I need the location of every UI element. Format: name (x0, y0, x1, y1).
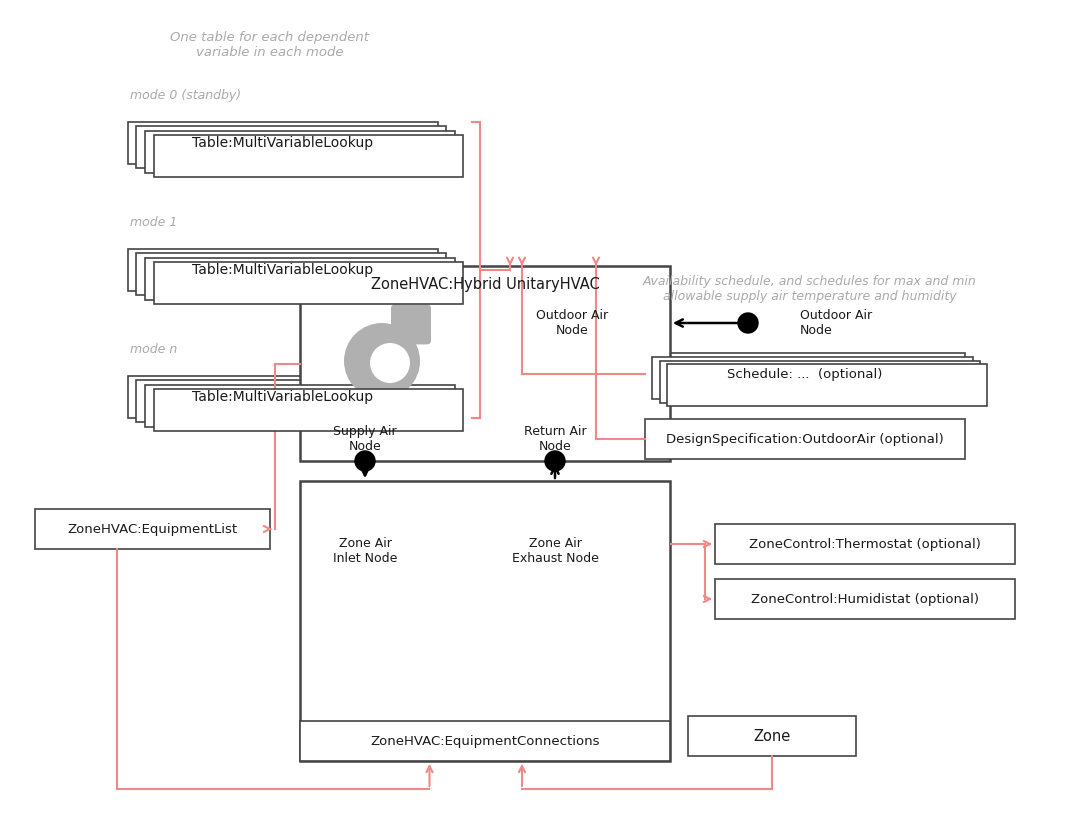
Circle shape (738, 313, 758, 333)
Bar (145, 384, 455, 426)
Text: Schedule: ...  (optional): Schedule: ... (optional) (728, 368, 883, 380)
Bar (715, 579, 1015, 619)
Bar (667, 365, 988, 406)
Text: ZoneHVAC:EquipmentConnections: ZoneHVAC:EquipmentConnections (370, 735, 600, 747)
Text: Outdoor Air
Node: Outdoor Air Node (536, 309, 608, 337)
Text: Zone: Zone (754, 728, 791, 744)
Bar (715, 524, 1015, 564)
Bar (300, 266, 670, 461)
Bar (660, 360, 980, 402)
Bar (136, 126, 446, 168)
Bar (145, 258, 455, 300)
Text: Zone Air
Inlet Node: Zone Air Inlet Node (332, 537, 397, 565)
Bar (300, 721, 670, 761)
Bar (128, 249, 438, 291)
Circle shape (355, 451, 375, 471)
Bar (154, 135, 464, 177)
Text: mode 1: mode 1 (130, 216, 178, 229)
Text: mode 0 (standby): mode 0 (standby) (130, 89, 242, 102)
Circle shape (370, 343, 410, 383)
Text: Supply Air
Node: Supply Air Node (334, 425, 396, 453)
Text: Outdoor Air
Node: Outdoor Air Node (800, 309, 872, 337)
Bar (154, 389, 464, 431)
Text: ZoneHVAC:Hybrid UnitaryHVAC: ZoneHVAC:Hybrid UnitaryHVAC (370, 277, 599, 291)
Text: Table:MultiVariableLookup: Table:MultiVariableLookup (193, 136, 374, 150)
Bar (645, 353, 965, 395)
Bar (136, 380, 446, 422)
Text: Return Air
Node: Return Air Node (524, 425, 586, 453)
Circle shape (344, 323, 420, 399)
Bar (154, 262, 464, 304)
Text: Table:MultiVariableLookup: Table:MultiVariableLookup (193, 390, 374, 404)
Text: ZoneControl:Thermostat (optional): ZoneControl:Thermostat (optional) (749, 538, 981, 551)
Text: mode n: mode n (130, 343, 178, 356)
Text: ZoneHVAC:EquipmentList: ZoneHVAC:EquipmentList (67, 522, 237, 535)
Bar (688, 716, 856, 756)
Bar (128, 376, 438, 418)
Bar (128, 122, 438, 164)
Text: ZoneControl:Humidistat (optional): ZoneControl:Humidistat (optional) (751, 593, 979, 606)
FancyBboxPatch shape (391, 305, 431, 344)
Bar (136, 253, 446, 296)
Bar (652, 357, 973, 399)
Bar (645, 419, 965, 459)
Circle shape (545, 451, 565, 471)
Text: Availability schedule, and schedules for max and min
allowable supply air temper: Availability schedule, and schedules for… (643, 275, 977, 303)
Text: Table:MultiVariableLookup: Table:MultiVariableLookup (193, 263, 374, 277)
Bar (35, 509, 270, 549)
Bar (145, 131, 455, 172)
Text: DesignSpecification:OutdoorAir (optional): DesignSpecification:OutdoorAir (optional… (666, 433, 944, 446)
Bar (300, 481, 670, 761)
Text: Zone Air
Exhaust Node: Zone Air Exhaust Node (511, 537, 599, 565)
Text: One table for each dependent
variable in each mode: One table for each dependent variable in… (170, 31, 369, 59)
